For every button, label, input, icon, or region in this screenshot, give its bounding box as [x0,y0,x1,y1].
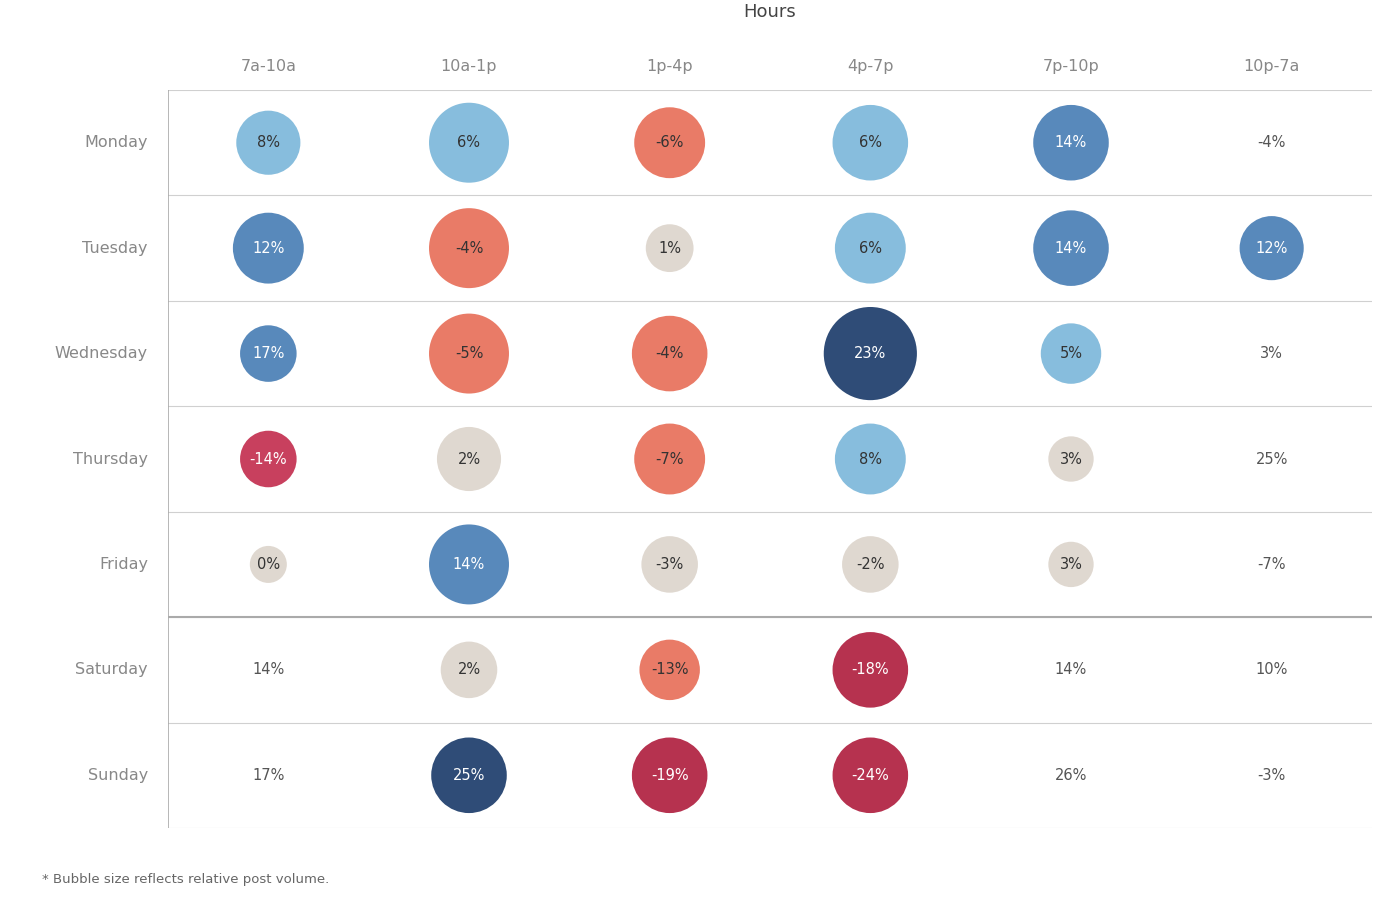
Text: 8%: 8% [858,452,882,466]
Point [458,768,480,782]
Text: 17%: 17% [252,346,284,361]
Point [658,346,680,361]
Text: Sunday: Sunday [88,768,148,783]
Text: 14%: 14% [1054,662,1088,678]
Text: 2%: 2% [458,662,480,678]
Point [458,346,480,361]
Text: -7%: -7% [1257,557,1287,572]
Text: 14%: 14% [452,557,486,572]
Point [1060,241,1082,256]
Text: 17%: 17% [252,768,284,783]
Text: -4%: -4% [655,346,683,361]
Text: Thursday: Thursday [73,452,148,466]
Text: -24%: -24% [851,768,889,783]
Point [860,136,882,150]
Text: Tuesday: Tuesday [83,240,148,256]
Text: 14%: 14% [1054,135,1088,150]
Text: 10a-1p: 10a-1p [441,59,497,74]
Text: 6%: 6% [858,135,882,150]
Text: -3%: -3% [1257,768,1285,783]
Text: 10%: 10% [1256,662,1288,678]
Point [1060,136,1082,150]
Point [860,241,882,256]
Text: 25%: 25% [452,768,486,783]
Text: -7%: -7% [655,452,685,466]
Text: Friday: Friday [99,557,148,572]
Point [258,346,280,361]
Text: 6%: 6% [858,240,882,256]
Text: 14%: 14% [252,662,284,678]
Text: 10p-7a: 10p-7a [1243,59,1299,74]
Text: -14%: -14% [249,452,287,466]
Point [258,241,280,256]
Text: 4p-7p: 4p-7p [847,59,893,74]
Point [860,768,882,782]
Point [658,557,680,572]
Point [458,557,480,572]
Text: Saturday: Saturday [76,662,148,678]
Text: 0%: 0% [256,557,280,572]
Text: -18%: -18% [851,662,889,678]
Text: -5%: -5% [455,346,483,361]
Text: 1p-4p: 1p-4p [647,59,693,74]
Point [860,452,882,466]
Point [258,452,280,466]
Point [658,136,680,150]
Text: -2%: -2% [855,557,885,572]
Text: -3%: -3% [655,557,683,572]
Text: 5%: 5% [1060,346,1082,361]
Point [1060,557,1082,572]
Point [658,662,680,677]
Text: 2%: 2% [458,452,480,466]
Text: 3%: 3% [1060,557,1082,572]
Text: -4%: -4% [455,240,483,256]
Text: 8%: 8% [256,135,280,150]
Text: -13%: -13% [651,662,689,678]
Point [860,662,882,677]
Point [258,557,280,572]
Text: 7a-10a: 7a-10a [241,59,297,74]
Point [1060,346,1082,361]
Text: Wednesday: Wednesday [55,346,148,361]
Point [458,452,480,466]
Point [658,241,680,256]
Text: Hours: Hours [743,4,797,22]
Point [1060,452,1082,466]
Text: Monday: Monday [84,135,148,150]
Point [458,241,480,256]
Point [860,557,882,572]
Text: 26%: 26% [1054,768,1088,783]
Point [1260,241,1282,256]
Point [860,346,882,361]
Text: 12%: 12% [252,240,284,256]
Point [458,662,480,677]
Point [658,768,680,782]
Text: 3%: 3% [1260,346,1284,361]
Text: 14%: 14% [1054,240,1088,256]
Text: -6%: -6% [655,135,683,150]
Point [458,136,480,150]
Point [258,136,280,150]
Text: -4%: -4% [1257,135,1285,150]
Text: 12%: 12% [1256,240,1288,256]
Text: -19%: -19% [651,768,689,783]
Point [658,452,680,466]
Text: 3%: 3% [1060,452,1082,466]
Text: 23%: 23% [854,346,886,361]
Text: 25%: 25% [1256,452,1288,466]
Text: 6%: 6% [458,135,480,150]
Text: 1%: 1% [658,240,682,256]
Text: * Bubble size reflects relative post volume.: * Bubble size reflects relative post vol… [42,874,329,886]
Text: 7p-10p: 7p-10p [1043,59,1099,74]
